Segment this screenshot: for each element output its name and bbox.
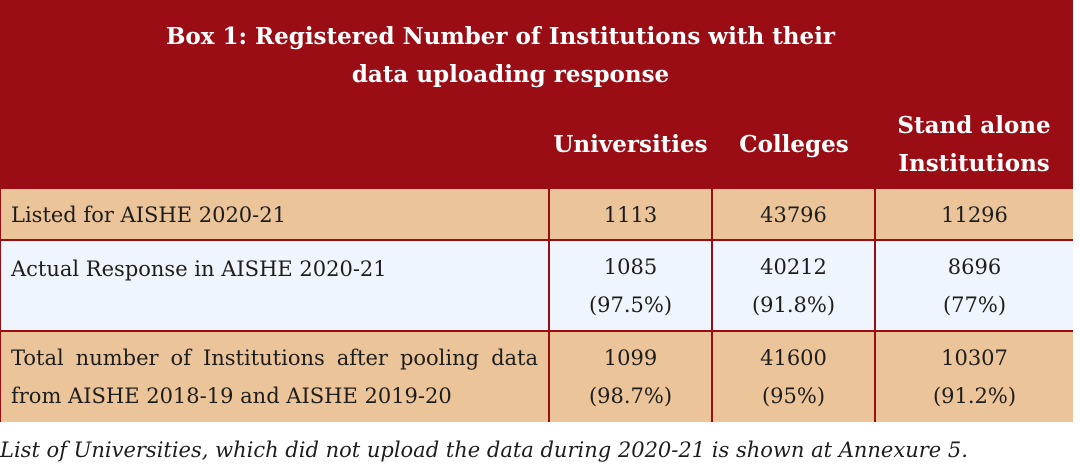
column-divider [874, 241, 876, 330]
colleges-count: 41600 [760, 346, 827, 370]
column-header-colleges: Colleges [739, 131, 849, 158]
institutions-box: Box 1: Registered Number of Institutions… [0, 0, 1073, 422]
table-row-pooled-total: Total number of Institutions after pooli… [1, 332, 1073, 422]
colleges-percent: (91.8%) [751, 293, 836, 317]
colleges-count: 40212 [760, 255, 827, 279]
universities-percent: (98.7%) [588, 384, 673, 408]
column-header-standalone-line-1: Stand alone [897, 112, 1051, 139]
colleges-cell: 43796 [713, 189, 874, 239]
universities-value: 1113 [603, 203, 658, 227]
row-label-cell: Listed for AISHE 2020-21 [1, 189, 548, 239]
row-label-cell: Total number of Institutions after pooli… [1, 332, 548, 422]
column-divider [874, 189, 876, 239]
colleges-cell: 40212 (91.8%) [713, 241, 874, 330]
universities-count: 1085 [603, 255, 658, 279]
column-divider [548, 332, 550, 422]
standalone-value: 11296 [941, 203, 1008, 227]
column-divider [874, 332, 876, 422]
standalone-value: 8696 (77%) [876, 248, 1073, 324]
column-divider [711, 332, 713, 422]
standalone-cell: 11296 [876, 189, 1073, 239]
row-label: Listed for AISHE 2020-21 [11, 203, 286, 227]
table-row-listed: Listed for AISHE 2020-21 1113 43796 1129… [1, 189, 1073, 239]
universities-cell: 1085 (97.5%) [550, 241, 711, 330]
universities-cell: 1113 [550, 189, 711, 239]
table-row-actual-response: Actual Response in AISHE 2020-21 1085 (9… [1, 241, 1073, 330]
column-header-universities: Universities [553, 131, 708, 158]
column-divider [711, 241, 713, 330]
universities-value: 1099 (98.7%) [550, 339, 711, 415]
colleges-value: 40212 (91.8%) [713, 248, 874, 324]
colleges-percent: (95%) [761, 384, 826, 408]
box-title-line-1: Box 1: Registered Number of Institutions… [165, 23, 836, 50]
standalone-cell: 8696 (77%) [876, 241, 1073, 330]
column-header-standalone: Stand alone Institutions [875, 107, 1073, 183]
column-divider [548, 189, 550, 239]
standalone-count: 8696 [947, 255, 1002, 279]
standalone-count: 10307 [941, 346, 1008, 370]
colleges-cell: 41600 (95%) [713, 332, 874, 422]
box-title: Box 1: Registered Number of Institutions… [0, 18, 1073, 94]
box-title-line-2: data uploading response [351, 61, 670, 88]
universities-value: 1085 (97.5%) [550, 248, 711, 324]
footnote: List of Universities, which did not uplo… [0, 438, 968, 462]
row-label-line-2: from AISHE 2018-19 and AISHE 2019-20 [11, 384, 452, 408]
standalone-percent: (91.2%) [932, 384, 1017, 408]
colleges-value: 41600 (95%) [713, 339, 874, 415]
standalone-percent: (77%) [942, 293, 1007, 317]
standalone-value: 10307 (91.2%) [876, 339, 1073, 415]
standalone-cell: 10307 (91.2%) [876, 332, 1073, 422]
row-label: Actual Response in AISHE 2020-21 [11, 257, 387, 281]
universities-count: 1099 [603, 346, 658, 370]
row-label-cell: Actual Response in AISHE 2020-21 [1, 241, 548, 330]
column-divider [548, 241, 550, 330]
column-header-standalone-line-2: Institutions [898, 150, 1050, 177]
colleges-value: 43796 [760, 203, 827, 227]
universities-percent: (97.5%) [588, 293, 673, 317]
row-label: Total number of Institutions after pooli… [11, 339, 538, 415]
universities-cell: 1099 (98.7%) [550, 332, 711, 422]
column-divider [711, 189, 713, 239]
row-label-line-1: Total number of Institutions after pooli… [11, 346, 538, 370]
